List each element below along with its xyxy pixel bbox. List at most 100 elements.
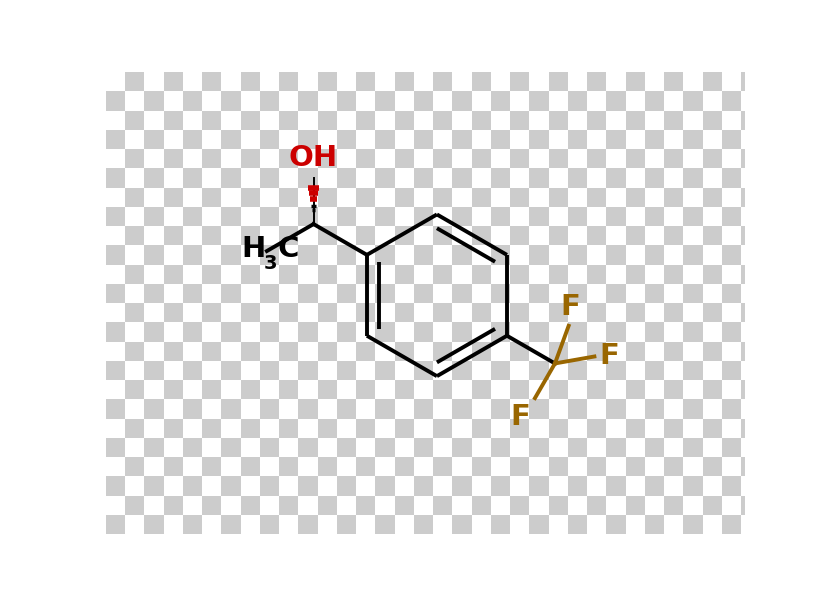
Bar — [722, 226, 741, 245]
Bar — [549, 245, 568, 265]
Bar — [702, 265, 722, 284]
Bar — [183, 399, 202, 419]
Bar — [260, 341, 279, 361]
Bar — [241, 110, 260, 130]
Bar — [722, 245, 741, 265]
Bar — [433, 207, 452, 226]
Bar — [298, 457, 318, 476]
Bar — [683, 322, 702, 341]
Bar — [683, 341, 702, 361]
Bar — [125, 553, 144, 572]
Bar — [702, 168, 722, 187]
Bar — [414, 341, 433, 361]
Bar — [337, 110, 356, 130]
Bar — [664, 553, 683, 572]
Bar — [664, 284, 683, 303]
Bar — [683, 149, 702, 168]
Bar — [394, 496, 414, 515]
Bar — [337, 419, 356, 438]
Bar — [760, 457, 779, 476]
Bar — [202, 284, 222, 303]
Bar — [414, 534, 433, 553]
Bar — [433, 399, 452, 419]
Bar — [702, 553, 722, 572]
Bar — [164, 226, 183, 245]
Bar — [279, 284, 298, 303]
Bar — [626, 91, 645, 110]
Bar — [510, 361, 530, 380]
Bar — [222, 419, 241, 438]
Bar — [471, 207, 491, 226]
Bar — [222, 91, 241, 110]
Bar — [260, 419, 279, 438]
Bar — [702, 322, 722, 341]
Bar — [241, 187, 260, 207]
Bar — [664, 419, 683, 438]
Bar — [125, 303, 144, 322]
Bar — [279, 534, 298, 553]
Bar — [356, 265, 375, 284]
Bar — [414, 380, 433, 399]
Bar — [587, 361, 607, 380]
Bar — [106, 399, 125, 419]
Bar — [106, 168, 125, 187]
Bar — [433, 457, 452, 476]
Bar — [510, 419, 530, 438]
Bar — [375, 438, 394, 457]
Bar — [279, 265, 298, 284]
Bar — [356, 207, 375, 226]
Bar — [260, 438, 279, 457]
Bar — [702, 515, 722, 534]
Bar — [356, 72, 375, 91]
Bar — [298, 187, 318, 207]
Bar — [530, 72, 549, 91]
Bar — [664, 380, 683, 399]
Bar — [664, 149, 683, 168]
Bar — [106, 187, 125, 207]
Bar — [549, 187, 568, 207]
Bar — [356, 130, 375, 149]
Bar — [164, 438, 183, 457]
Bar — [241, 380, 260, 399]
Bar — [722, 322, 741, 341]
Bar — [760, 476, 779, 496]
Bar — [202, 553, 222, 572]
Bar — [337, 399, 356, 419]
Bar — [587, 457, 607, 476]
Bar — [530, 265, 549, 284]
Bar — [356, 399, 375, 419]
Bar — [587, 476, 607, 496]
Bar — [183, 149, 202, 168]
Bar — [645, 457, 664, 476]
Bar — [260, 265, 279, 284]
Bar — [298, 91, 318, 110]
Bar — [741, 226, 760, 245]
Bar — [568, 187, 587, 207]
Bar — [394, 380, 414, 399]
Bar — [587, 303, 607, 322]
Bar — [298, 534, 318, 553]
Bar — [741, 187, 760, 207]
Bar — [645, 110, 664, 130]
Bar — [722, 72, 741, 91]
Bar — [394, 110, 414, 130]
Bar — [356, 515, 375, 534]
Bar — [202, 265, 222, 284]
Bar — [106, 476, 125, 496]
Bar — [491, 72, 510, 91]
Bar — [626, 72, 645, 91]
Bar — [337, 245, 356, 265]
Bar — [222, 265, 241, 284]
Bar — [125, 226, 144, 245]
Bar — [144, 110, 164, 130]
Bar — [491, 207, 510, 226]
Bar — [741, 419, 760, 438]
Bar — [433, 110, 452, 130]
Bar — [337, 515, 356, 534]
Bar — [452, 419, 471, 438]
Bar — [452, 226, 471, 245]
Bar — [183, 380, 202, 399]
Bar — [587, 265, 607, 284]
Bar — [241, 207, 260, 226]
Bar — [433, 322, 452, 341]
